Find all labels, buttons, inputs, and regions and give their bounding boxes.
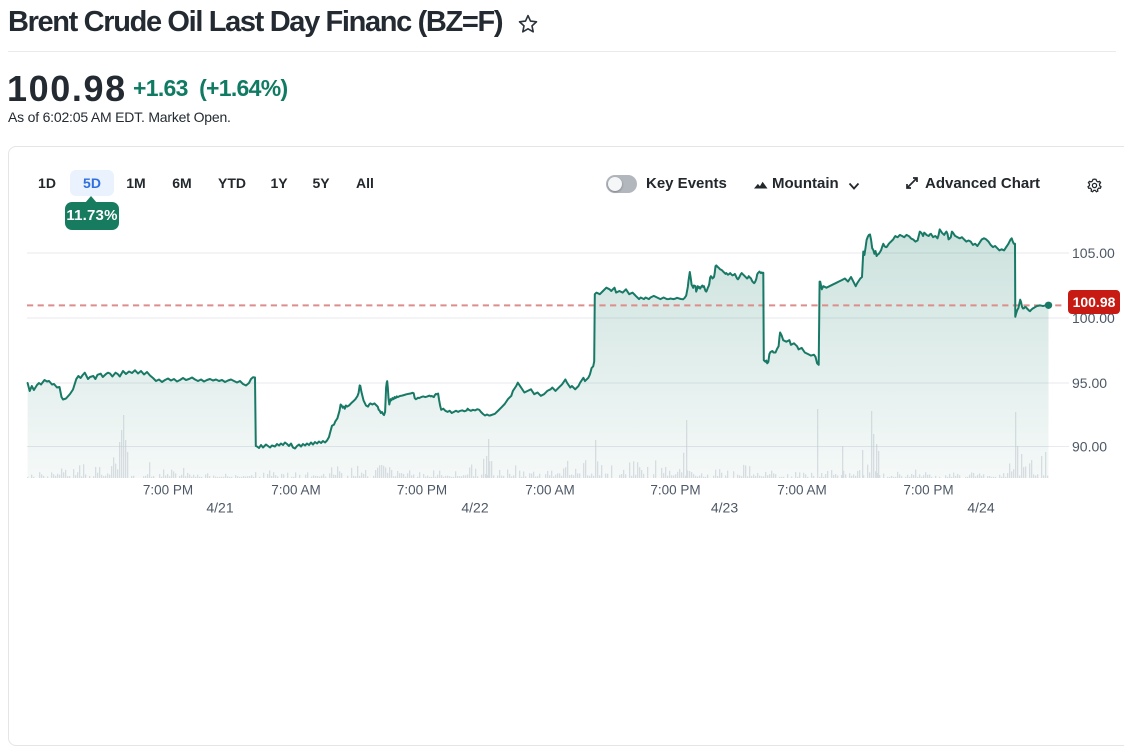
svg-text:105.00: 105.00 [1072, 245, 1115, 261]
svg-text:7:00 AM: 7:00 AM [271, 483, 321, 498]
svg-text:4/22: 4/22 [461, 500, 488, 516]
svg-text:7:00 PM: 7:00 PM [397, 483, 447, 498]
svg-text:7:00 PM: 7:00 PM [903, 483, 953, 498]
svg-text:90.00: 90.00 [1072, 439, 1107, 455]
svg-text:7:00 AM: 7:00 AM [525, 483, 575, 498]
svg-text:4/24: 4/24 [967, 500, 994, 516]
svg-text:7:00 PM: 7:00 PM [650, 483, 700, 498]
svg-text:100.00: 100.00 [1072, 310, 1115, 326]
svg-text:7:00 PM: 7:00 PM [143, 483, 193, 498]
svg-text:4/21: 4/21 [206, 500, 233, 516]
svg-text:4/23: 4/23 [711, 500, 738, 516]
svg-text:7:00 AM: 7:00 AM [777, 483, 827, 498]
svg-text:95.00: 95.00 [1072, 375, 1107, 391]
